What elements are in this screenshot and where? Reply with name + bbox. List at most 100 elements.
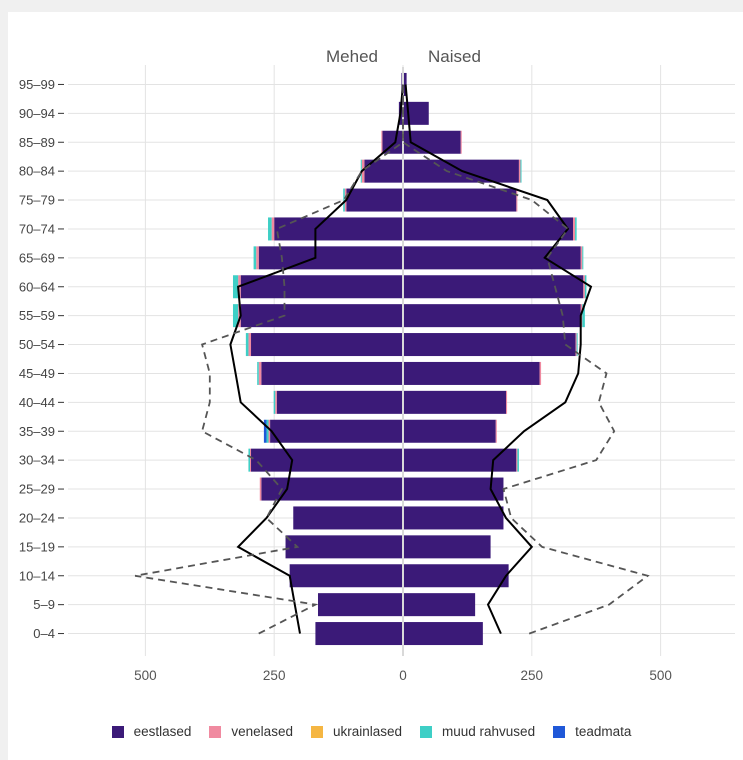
bar-women bbox=[495, 419, 497, 443]
chart-legend: eestlased venelased ukrainlased muud rahvus… bbox=[0, 724, 743, 739]
bar-women bbox=[403, 333, 576, 357]
legend-swatch bbox=[209, 725, 222, 738]
bar-women bbox=[403, 535, 491, 559]
bar-women bbox=[576, 333, 578, 357]
bar-women bbox=[403, 275, 584, 299]
bar-women bbox=[403, 217, 574, 241]
bar-women bbox=[403, 130, 461, 154]
bar-women bbox=[403, 622, 483, 646]
bar-men bbox=[315, 622, 403, 646]
y-tick-label: 0–4 bbox=[33, 626, 55, 641]
bar-men bbox=[240, 304, 403, 328]
comparison-line-dashed-women bbox=[402, 84, 650, 635]
bar-men bbox=[270, 419, 403, 443]
bar-women bbox=[403, 448, 517, 472]
bar-men bbox=[249, 448, 252, 472]
bar-men bbox=[261, 361, 403, 385]
legend-item: teadmata bbox=[553, 724, 631, 739]
bar-women bbox=[580, 246, 583, 270]
bar-men bbox=[271, 217, 275, 241]
bar-men bbox=[256, 246, 259, 270]
y-tick-label: 20–24 bbox=[19, 510, 55, 525]
bar-men bbox=[251, 333, 403, 357]
bar-men bbox=[289, 564, 403, 588]
bar-women bbox=[582, 304, 585, 328]
y-tick-label: 80–84 bbox=[19, 164, 55, 179]
y-tick-label: 15–19 bbox=[19, 539, 55, 554]
bar-men bbox=[240, 275, 403, 299]
legend-item: eestlased bbox=[111, 724, 192, 739]
bar-men bbox=[317, 593, 403, 617]
bar-women bbox=[403, 564, 509, 588]
y-tick-label: 70–74 bbox=[19, 221, 55, 236]
bar-women bbox=[403, 188, 517, 212]
bar-women bbox=[517, 448, 519, 472]
x-tick-label: 500 bbox=[649, 668, 672, 683]
bar-women bbox=[460, 130, 462, 154]
bar-women bbox=[575, 333, 577, 357]
bar-men bbox=[245, 333, 249, 357]
y-tick-label: 10–14 bbox=[19, 568, 55, 583]
bar-women bbox=[516, 188, 518, 212]
comparison-line-solid-women bbox=[404, 84, 593, 635]
bar-men bbox=[259, 477, 262, 501]
legend-label: eestlased bbox=[133, 724, 192, 739]
x-tick-label: 500 bbox=[134, 668, 157, 683]
bar-women bbox=[403, 72, 407, 96]
bar-men bbox=[258, 361, 262, 385]
bar-men bbox=[268, 419, 271, 443]
legend-label: ukrainlased bbox=[332, 724, 403, 739]
legend-item: muud rahvused bbox=[420, 724, 535, 739]
bar-women bbox=[575, 217, 577, 241]
bar-men bbox=[257, 361, 259, 385]
y-tick-label: 60–64 bbox=[19, 279, 55, 294]
bar-men bbox=[248, 333, 252, 357]
bar-men bbox=[238, 304, 241, 328]
y-tick-label: 95–99 bbox=[19, 77, 55, 92]
population-pyramid-chart: 500 250 0 250 500 0–4 5–9 10–14 15–19 20–24 25–29 3… bbox=[19, 47, 735, 683]
bar-men bbox=[273, 390, 276, 414]
bar-men bbox=[364, 159, 403, 183]
bar-women bbox=[518, 159, 521, 183]
legend-swatch bbox=[111, 725, 124, 738]
y-tick-label: 65–69 bbox=[19, 250, 55, 265]
header-label-women: Naised bbox=[428, 47, 481, 66]
legend-swatch bbox=[310, 725, 323, 738]
bar-men bbox=[251, 448, 403, 472]
bar-women bbox=[403, 477, 504, 501]
y-tick-label: 85–89 bbox=[19, 135, 55, 150]
legend-item: ukrainlased bbox=[310, 724, 403, 739]
bar-women bbox=[403, 419, 496, 443]
bar-men bbox=[274, 217, 403, 241]
bar-women bbox=[520, 159, 522, 183]
bar-men bbox=[381, 130, 383, 154]
legend-label: teadmata bbox=[575, 724, 632, 739]
bar-men bbox=[275, 390, 277, 414]
bar-men bbox=[268, 217, 272, 241]
bar-women bbox=[403, 506, 504, 530]
bar-men bbox=[263, 419, 267, 443]
bar-men bbox=[253, 246, 257, 270]
bar-men bbox=[232, 304, 239, 328]
bar-women bbox=[506, 390, 508, 414]
bar-men bbox=[293, 506, 403, 530]
y-tick-label: 35–39 bbox=[19, 424, 55, 439]
bar-men bbox=[266, 419, 269, 443]
y-tick-label: 45–49 bbox=[19, 366, 55, 381]
bar-men bbox=[343, 188, 345, 212]
legend-item: venelased bbox=[209, 724, 293, 739]
y-tick-label: 25–29 bbox=[19, 482, 55, 497]
bar-women bbox=[403, 390, 507, 414]
bar-women bbox=[573, 217, 576, 241]
bar-men bbox=[285, 535, 403, 559]
bar-women bbox=[403, 304, 581, 328]
header-label-men: Mehed bbox=[326, 47, 378, 66]
bar-women bbox=[539, 361, 542, 385]
bar-women bbox=[516, 448, 518, 472]
y-tick-label: 55–59 bbox=[19, 308, 55, 323]
legend-swatch bbox=[420, 725, 433, 738]
y-tick-label: 30–34 bbox=[19, 453, 55, 468]
bar-women bbox=[403, 246, 581, 270]
x-tick-label: 250 bbox=[263, 668, 286, 683]
x-tick-label: 0 bbox=[399, 668, 407, 683]
